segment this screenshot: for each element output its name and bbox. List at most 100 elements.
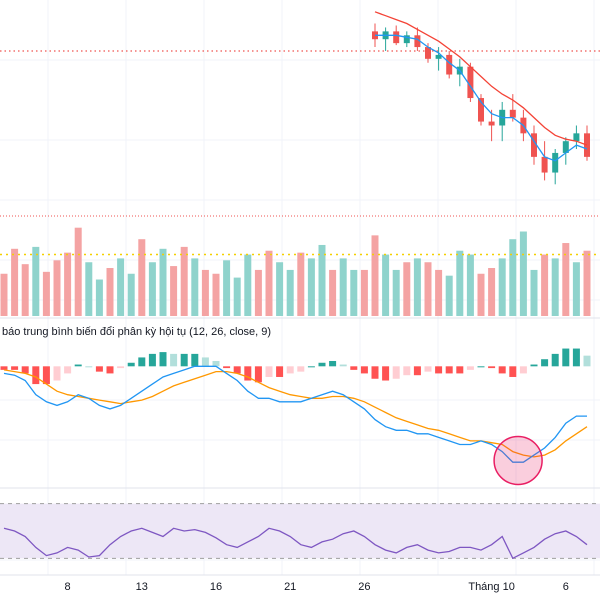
macd-histogram-bar-5 bbox=[53, 366, 61, 381]
macd-histogram-bar-50 bbox=[530, 364, 538, 367]
macd-histogram-bar-23 bbox=[244, 366, 252, 381]
macd-line bbox=[3, 365, 587, 463]
macd-pane[interactable]: báo trung bình biến đổi phân kỳ hội tụ (… bbox=[0, 326, 591, 486]
macd-histogram-bar-3 bbox=[32, 366, 40, 385]
candle-body-40 bbox=[425, 47, 431, 59]
macd-histogram-bar-33 bbox=[350, 366, 358, 370]
candle-body-37 bbox=[393, 31, 400, 44]
volume-bar-44 bbox=[466, 254, 474, 316]
macd-histogram-bar-17 bbox=[180, 353, 188, 367]
ma-slow-line bbox=[374, 11, 588, 146]
volume-bar-8 bbox=[85, 262, 93, 316]
macd-histogram-bar-36 bbox=[382, 366, 390, 381]
volume-bar-33 bbox=[350, 269, 358, 316]
candle-body-52 bbox=[552, 152, 559, 173]
volume-bar-47 bbox=[498, 258, 506, 316]
macd-histogram-bar-49 bbox=[519, 366, 527, 374]
x-tick-label-1: 13 bbox=[136, 581, 148, 593]
candle-body-46 bbox=[488, 121, 495, 126]
macd-histogram-bar-54 bbox=[572, 348, 580, 367]
macd-histogram-bar-28 bbox=[297, 366, 305, 372]
macd-histogram-bar-13 bbox=[138, 357, 146, 367]
macd-histogram-bar-43 bbox=[456, 366, 464, 374]
volume-bar-28 bbox=[297, 252, 305, 316]
volume-bar-4 bbox=[42, 271, 50, 316]
macd-histogram-bar-29 bbox=[307, 366, 315, 368]
macd-histogram-bar-39 bbox=[413, 366, 421, 376]
macd-histogram-bar-6 bbox=[64, 366, 72, 374]
volume-bar-24 bbox=[254, 269, 262, 316]
macd-histogram-bar-46 bbox=[488, 366, 496, 369]
volume-bar-12 bbox=[127, 273, 135, 316]
volume-bar-11 bbox=[117, 258, 125, 316]
macd-histogram-bar-55 bbox=[583, 355, 591, 367]
macd-histogram-bar-8 bbox=[85, 366, 93, 368]
macd-histogram-bar-47 bbox=[498, 366, 506, 374]
volume-bar-37 bbox=[392, 269, 400, 316]
price-pane[interactable] bbox=[0, 11, 600, 217]
ma-fast-line bbox=[375, 34, 588, 162]
macd-histogram-bar-14 bbox=[148, 353, 156, 367]
macd-histogram-bar-27 bbox=[286, 366, 294, 374]
macd-histogram-bar-7 bbox=[74, 364, 82, 367]
volume-bar-48 bbox=[509, 239, 517, 316]
volume-bar-14 bbox=[148, 262, 156, 316]
volume-bar-26 bbox=[276, 262, 284, 316]
volume-bar-15 bbox=[159, 248, 167, 316]
macd-histogram-bar-45 bbox=[477, 366, 485, 368]
volume-bar-51 bbox=[541, 254, 549, 316]
volume-bar-10 bbox=[106, 268, 114, 316]
volume-bar-18 bbox=[191, 258, 199, 316]
candle-body-42 bbox=[446, 54, 453, 75]
volume-bar-22 bbox=[233, 277, 241, 316]
macd-histogram-bar-26 bbox=[276, 366, 284, 377]
x-tick-label-2: 16 bbox=[210, 581, 222, 593]
candle-body-38 bbox=[403, 35, 410, 44]
macd-histogram-bar-25 bbox=[265, 366, 273, 377]
macd-title: báo trung bình biến đổi phân kỳ hội tụ (… bbox=[2, 326, 271, 338]
macd-histogram-bar-2 bbox=[21, 366, 29, 374]
candle-body-45 bbox=[478, 98, 484, 122]
volume-bar-39 bbox=[413, 258, 421, 316]
macd-histogram-bar-53 bbox=[562, 348, 570, 367]
volume-bar-5 bbox=[53, 260, 61, 316]
volume-bar-0 bbox=[0, 273, 8, 316]
macd-histogram-bar-35 bbox=[371, 366, 379, 379]
volume-bar-20 bbox=[212, 273, 220, 316]
macd-histogram-bar-11 bbox=[117, 366, 125, 369]
macd-histogram-bar-0 bbox=[0, 366, 8, 370]
macd-histogram-bar-21 bbox=[223, 366, 231, 369]
candle-body-54 bbox=[573, 133, 580, 142]
macd-histogram-bar-18 bbox=[191, 353, 199, 367]
crossover-highlight-circle bbox=[493, 435, 543, 486]
volume-bar-1 bbox=[11, 248, 19, 316]
macd-histogram-bar-51 bbox=[541, 359, 549, 367]
macd-histogram-bar-38 bbox=[403, 366, 411, 376]
volume-bar-6 bbox=[64, 252, 72, 316]
macd-histogram-bar-9 bbox=[95, 366, 103, 372]
volume-bar-31 bbox=[329, 269, 337, 316]
volume-bar-16 bbox=[170, 266, 178, 316]
macd-histogram-bar-48 bbox=[509, 366, 517, 377]
macd-histogram-bar-19 bbox=[201, 357, 209, 367]
volume-bar-21 bbox=[223, 260, 231, 316]
volume-bar-7 bbox=[74, 227, 82, 316]
volume-bar-34 bbox=[360, 269, 368, 316]
x-tick-label-6: 6 bbox=[563, 581, 569, 593]
volume-bar-30 bbox=[318, 244, 326, 316]
volume-bar-55 bbox=[583, 250, 591, 316]
x-tick-label-4: 26 bbox=[358, 581, 370, 593]
macd-histogram-bar-34 bbox=[360, 366, 368, 374]
macd-histogram-bar-42 bbox=[445, 366, 453, 374]
macd-histogram-bar-1 bbox=[11, 366, 19, 370]
volume-pane[interactable] bbox=[0, 227, 600, 316]
rsi-line bbox=[3, 527, 588, 560]
rsi-pane[interactable] bbox=[0, 503, 600, 560]
macd-histogram-bar-24 bbox=[254, 366, 262, 383]
volume-bar-13 bbox=[138, 239, 146, 316]
volume-bar-29 bbox=[307, 258, 315, 316]
volume-bar-2 bbox=[21, 264, 29, 316]
volume-bar-50 bbox=[530, 269, 538, 316]
